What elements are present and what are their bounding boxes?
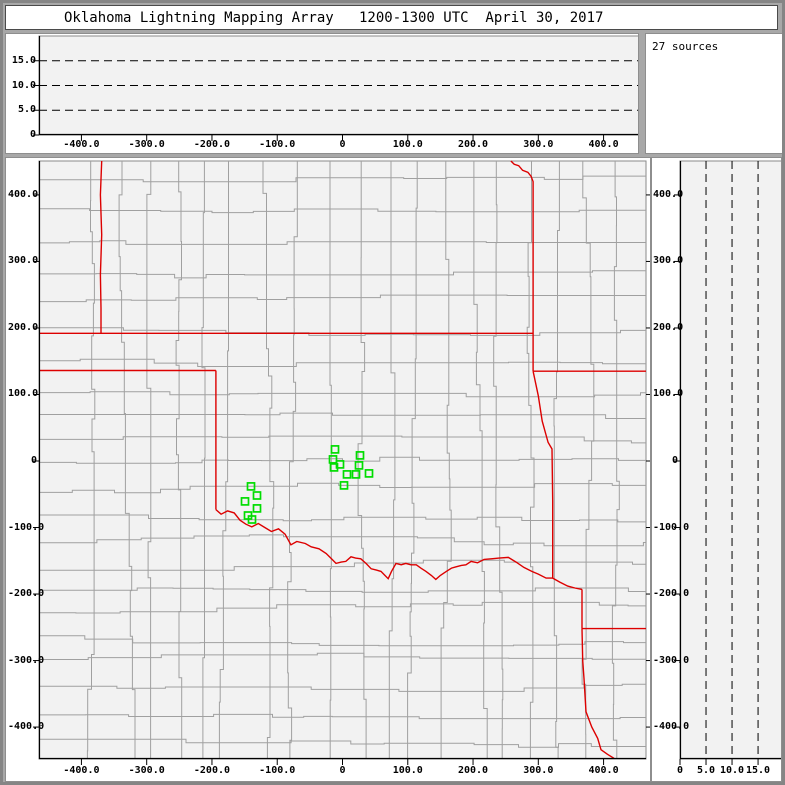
ns-tick-label: 300.0: [653, 255, 684, 267]
lightning-source-marker: [247, 515, 257, 524]
ns-tick-label: -200.0: [8, 588, 45, 600]
ns-tick-label: -300.0: [653, 654, 690, 666]
alt-tick-label: 10.0: [719, 765, 745, 776]
ns-tick-label: 200.0: [8, 321, 39, 333]
ns-tick-label: -100.0: [8, 521, 45, 533]
ns-tick-label: 100.0: [653, 388, 684, 400]
plot-canvas: [33, 35, 638, 141]
kansas-missouri-border: [510, 160, 534, 372]
ns-tick-label: 0: [30, 454, 37, 466]
alt-tick-label: 5.0: [17, 104, 36, 116]
county-lines: [39, 161, 646, 759]
ns-tick-label: 200.0: [653, 321, 684, 333]
alt-tick-label: 0: [29, 129, 36, 140]
red-river-oklahoma-texas-border: [215, 509, 583, 591]
lightning-source-marker: [330, 445, 340, 454]
state-borders: [39, 160, 646, 759]
ew-tick-label: 0: [339, 139, 346, 150]
ns-tick-label: -200.0: [653, 588, 690, 600]
ns-tick-label: 400.0: [8, 188, 39, 200]
ew-tick-label: 400.0: [588, 765, 619, 776]
title-bar: Oklahoma Lightning Mapping Array 1200-13…: [5, 5, 778, 30]
ns-tick-label: 300.0: [8, 255, 39, 267]
alt-tick-label: 15.0: [746, 765, 771, 776]
lightning-source-marker: [364, 469, 374, 478]
lightning-source-marker: [339, 481, 349, 490]
lightning-source-marker: [342, 470, 352, 479]
ew-tick-label: 0: [339, 765, 346, 776]
lightning-source-marker: [351, 470, 361, 479]
ew-tick-label: -400.0: [63, 139, 100, 150]
ew-tick-label: -300.0: [128, 765, 165, 776]
ew-tick-label: -200.0: [193, 765, 231, 776]
alt-tick-label: 15.0: [11, 54, 36, 66]
lightning-source-marker: [240, 497, 250, 506]
plot-area[interactable]: [679, 160, 781, 760]
plan-view-map-panel[interactable]: -400.0 -300.0 -200.0 -100.0 0 100.0 200.0 300.0…: [5, 157, 651, 782]
sources-count-label: 27 sources: [652, 40, 719, 53]
texas-louisiana-sabine-border: [581, 628, 615, 759]
ew-tick-label: -400.0: [63, 765, 100, 776]
ns-tick-label: 400.0: [653, 188, 684, 200]
lightning-source-marker: [355, 451, 365, 460]
alt-tick-label: 0: [676, 765, 684, 776]
lightning-source-marker: [252, 491, 262, 500]
lightning-source-markers: [240, 445, 374, 524]
ew-tick-label: 200.0: [457, 765, 489, 776]
ew-tick-label: 100.0: [392, 139, 423, 150]
lightning-source-marker: [354, 461, 364, 470]
lightning-source-marker: [328, 455, 338, 464]
ew-tick-label: 300.0: [523, 765, 554, 776]
alt-tick-label: 10.0: [11, 79, 36, 91]
altitude-ew-cross-section-panel[interactable]: 0 5.0 10.0 15.0 -400.0 -300.0 -200.0 -100.0 0 100…: [5, 33, 639, 154]
ew-tick-label: 100.0: [392, 765, 423, 776]
lightning-source-marker: [252, 504, 262, 513]
altitude-ns-cross-section-panel[interactable]: 400.0 300.0 200.0 100.0 0 -100.0 -200.0 -300.0 -…: [651, 157, 782, 782]
ew-tick-label: -100.0: [259, 765, 296, 776]
ns-tick-label: -400.0: [653, 721, 690, 733]
ns-tick-label: 100.0: [8, 388, 39, 400]
ew-tick-label: -100.0: [259, 139, 296, 150]
lightning-source-marker: [246, 482, 256, 491]
plot-canvas: [674, 160, 781, 765]
ns-tick-label: -300.0: [8, 654, 45, 666]
plot-canvas: [33, 160, 650, 765]
oklahoma-arkansas-border: [532, 371, 554, 579]
ns-tick-label: -400.0: [8, 721, 45, 733]
colorado-kansas-border: [99, 160, 103, 334]
ew-tick-label: -200.0: [193, 139, 231, 150]
ew-tick-label: -300.0: [128, 139, 165, 150]
lightning-source-marker: [329, 463, 339, 472]
ew-tick-label: 400.0: [588, 139, 619, 150]
sources-count-panel: 27 sources: [645, 33, 782, 154]
ns-tick-label: -100.0: [653, 521, 690, 533]
ns-tick-label: 0: [671, 454, 678, 466]
ew-tick-label: 200.0: [457, 139, 489, 150]
ew-tick-label: 300.0: [523, 139, 554, 150]
alt-tick-label: 5.0: [696, 765, 716, 776]
